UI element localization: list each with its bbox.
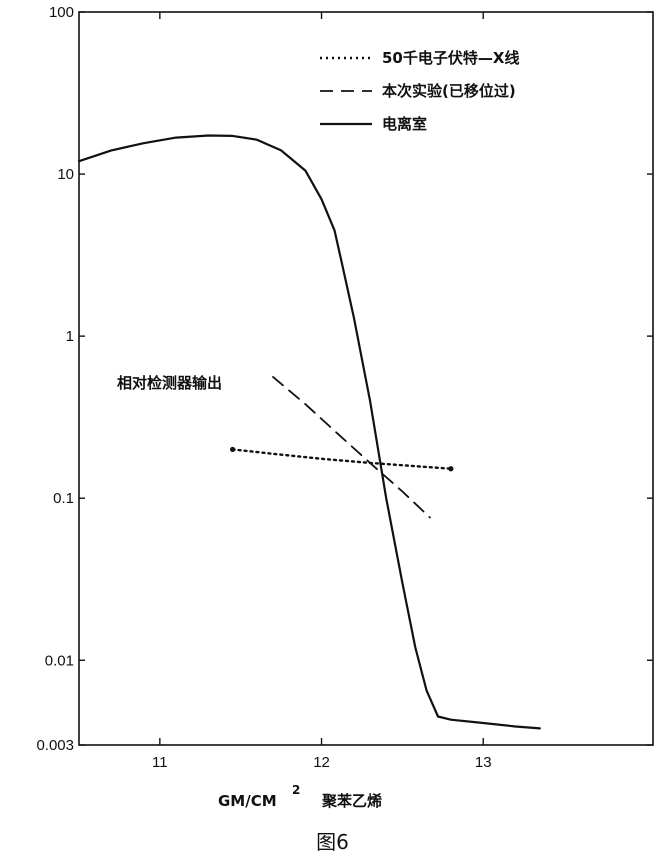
y-tick-label: 0.003 (36, 737, 74, 754)
y-tick-label: 10 (57, 166, 74, 183)
series-line-dotted (231, 448, 453, 470)
series-endpoint-end (448, 466, 454, 472)
x-axis-label: GM/CM (218, 792, 277, 810)
y-axis-annotation: 相对检测器输出 (117, 374, 222, 392)
y-tick-label: 0.01 (45, 652, 74, 669)
legend-label: 电离室 (382, 115, 427, 133)
x-tick-label: 11 (152, 754, 168, 771)
series-line-dashed (272, 376, 431, 519)
y-tick-label: 1 (66, 328, 74, 345)
x-tick-label: 13 (475, 754, 492, 771)
legend-label: 本次实验(已移位过) (382, 82, 516, 100)
series-endpoint-start (230, 446, 236, 453)
legend-label: 50千电子伏特—X线 (382, 49, 519, 67)
figure-caption: 图6 (316, 830, 349, 854)
plot-axes: 100 10 1 0.1 0.01 0.003 11 12 13 (36, 4, 654, 771)
y-tick-label: 0.1 (53, 490, 74, 507)
plot-frame (78, 11, 654, 746)
series-layer (77, 134, 541, 730)
series-line-solid (77, 134, 541, 730)
y-tick-label: 100 (49, 4, 74, 21)
x-tick-label: 12 (313, 754, 330, 771)
x-axis-material-label: 聚苯乙烯 (321, 792, 382, 810)
annotations: 相对检测器输出 GM/CM 2 聚苯乙烯 (117, 374, 382, 810)
x-axis-label-superscript: 2 (292, 783, 300, 797)
